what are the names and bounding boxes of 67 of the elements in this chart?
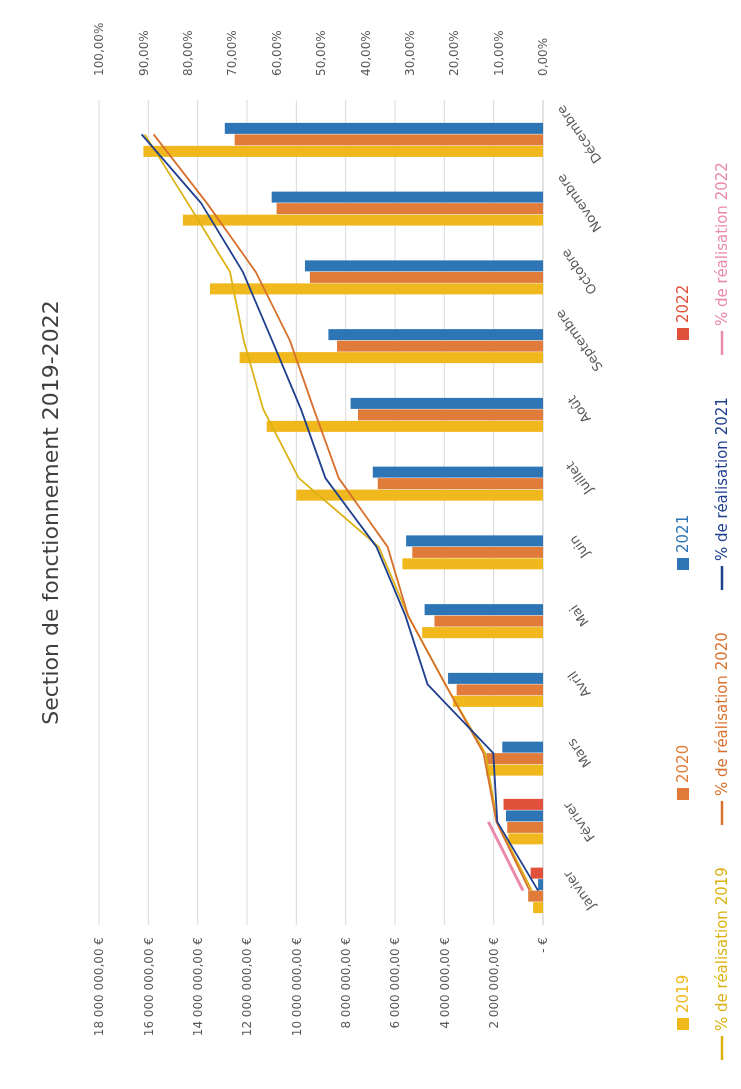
x2-tick-label: 50,00% [314,30,329,76]
bar [224,122,543,134]
text: % de réalisation 2021 [713,397,732,561]
x-tick-label: 4 000 000,00 € [437,937,452,1029]
text: 2021 [674,514,693,553]
bar [434,615,543,627]
x2-tick-label: 30,00% [403,30,417,76]
bar [503,798,543,810]
bar [456,684,543,696]
bar [452,695,543,707]
bar [182,214,543,226]
bar [538,879,543,891]
x2-tick-label: 70,00% [225,30,240,76]
bar [350,397,543,409]
bar [234,134,543,146]
x2-tick-label: 40,00% [358,30,373,76]
bar [502,741,543,753]
bar [210,283,543,295]
x-tick-label: 12 000 000,00 € [240,937,255,1037]
x2-tick-label: 80,00% [181,30,195,76]
bar [506,810,543,822]
bar [372,466,543,478]
x-tick-label: 14 000 000,00 € [190,937,205,1037]
bar [402,558,543,570]
x2-tick-label: 10,00% [491,30,506,76]
y-tick-label: Mai [566,601,592,630]
bar [309,271,543,283]
bar [337,340,543,352]
x2-tick-label: 90,00% [136,30,151,76]
text: Section de fonctionnement 2019-2022 [38,300,63,725]
bar [276,203,543,215]
bar [424,604,543,616]
bar [412,546,543,558]
text: % de réalisation 2022 [713,162,732,326]
x2-tick-label: 20,00% [447,30,462,76]
bar [508,833,543,845]
bar [296,489,543,501]
bar [422,627,543,639]
x-tick-label: 10 000 000,00 € [289,937,304,1037]
x-tick-label: 16 000 000,00 € [141,937,156,1037]
bar [328,329,543,341]
bar [486,764,543,776]
bar [143,145,543,157]
x2-tick-label: 0,00% [536,37,551,76]
text: % de réalisation 2019 [713,867,732,1031]
bar [239,352,543,364]
x2-tick-label: 60,00% [269,30,284,76]
text: 2020 [674,744,693,783]
x-tick-label: 2 000 000,00 € [486,937,501,1029]
bar [507,821,543,833]
x-tick-label: 6 000 000,00 € [388,937,403,1029]
bar [304,260,543,272]
x2-tick-label: 100,00% [92,22,107,76]
bar [530,867,543,879]
text: % de réalisation 2020 [713,632,732,796]
bar [377,478,543,490]
bar [533,902,543,914]
x-tick-label: - € [536,937,551,953]
bar [358,409,543,421]
x-tick-label: 18 000 000,00 € [92,937,107,1037]
bar [271,191,543,203]
bar [266,420,543,432]
text: 2022 [674,284,693,323]
text: 2019 [674,974,693,1013]
bar [448,672,543,684]
x-tick-label: 8 000 000,00 € [338,937,353,1029]
bar [406,535,543,547]
